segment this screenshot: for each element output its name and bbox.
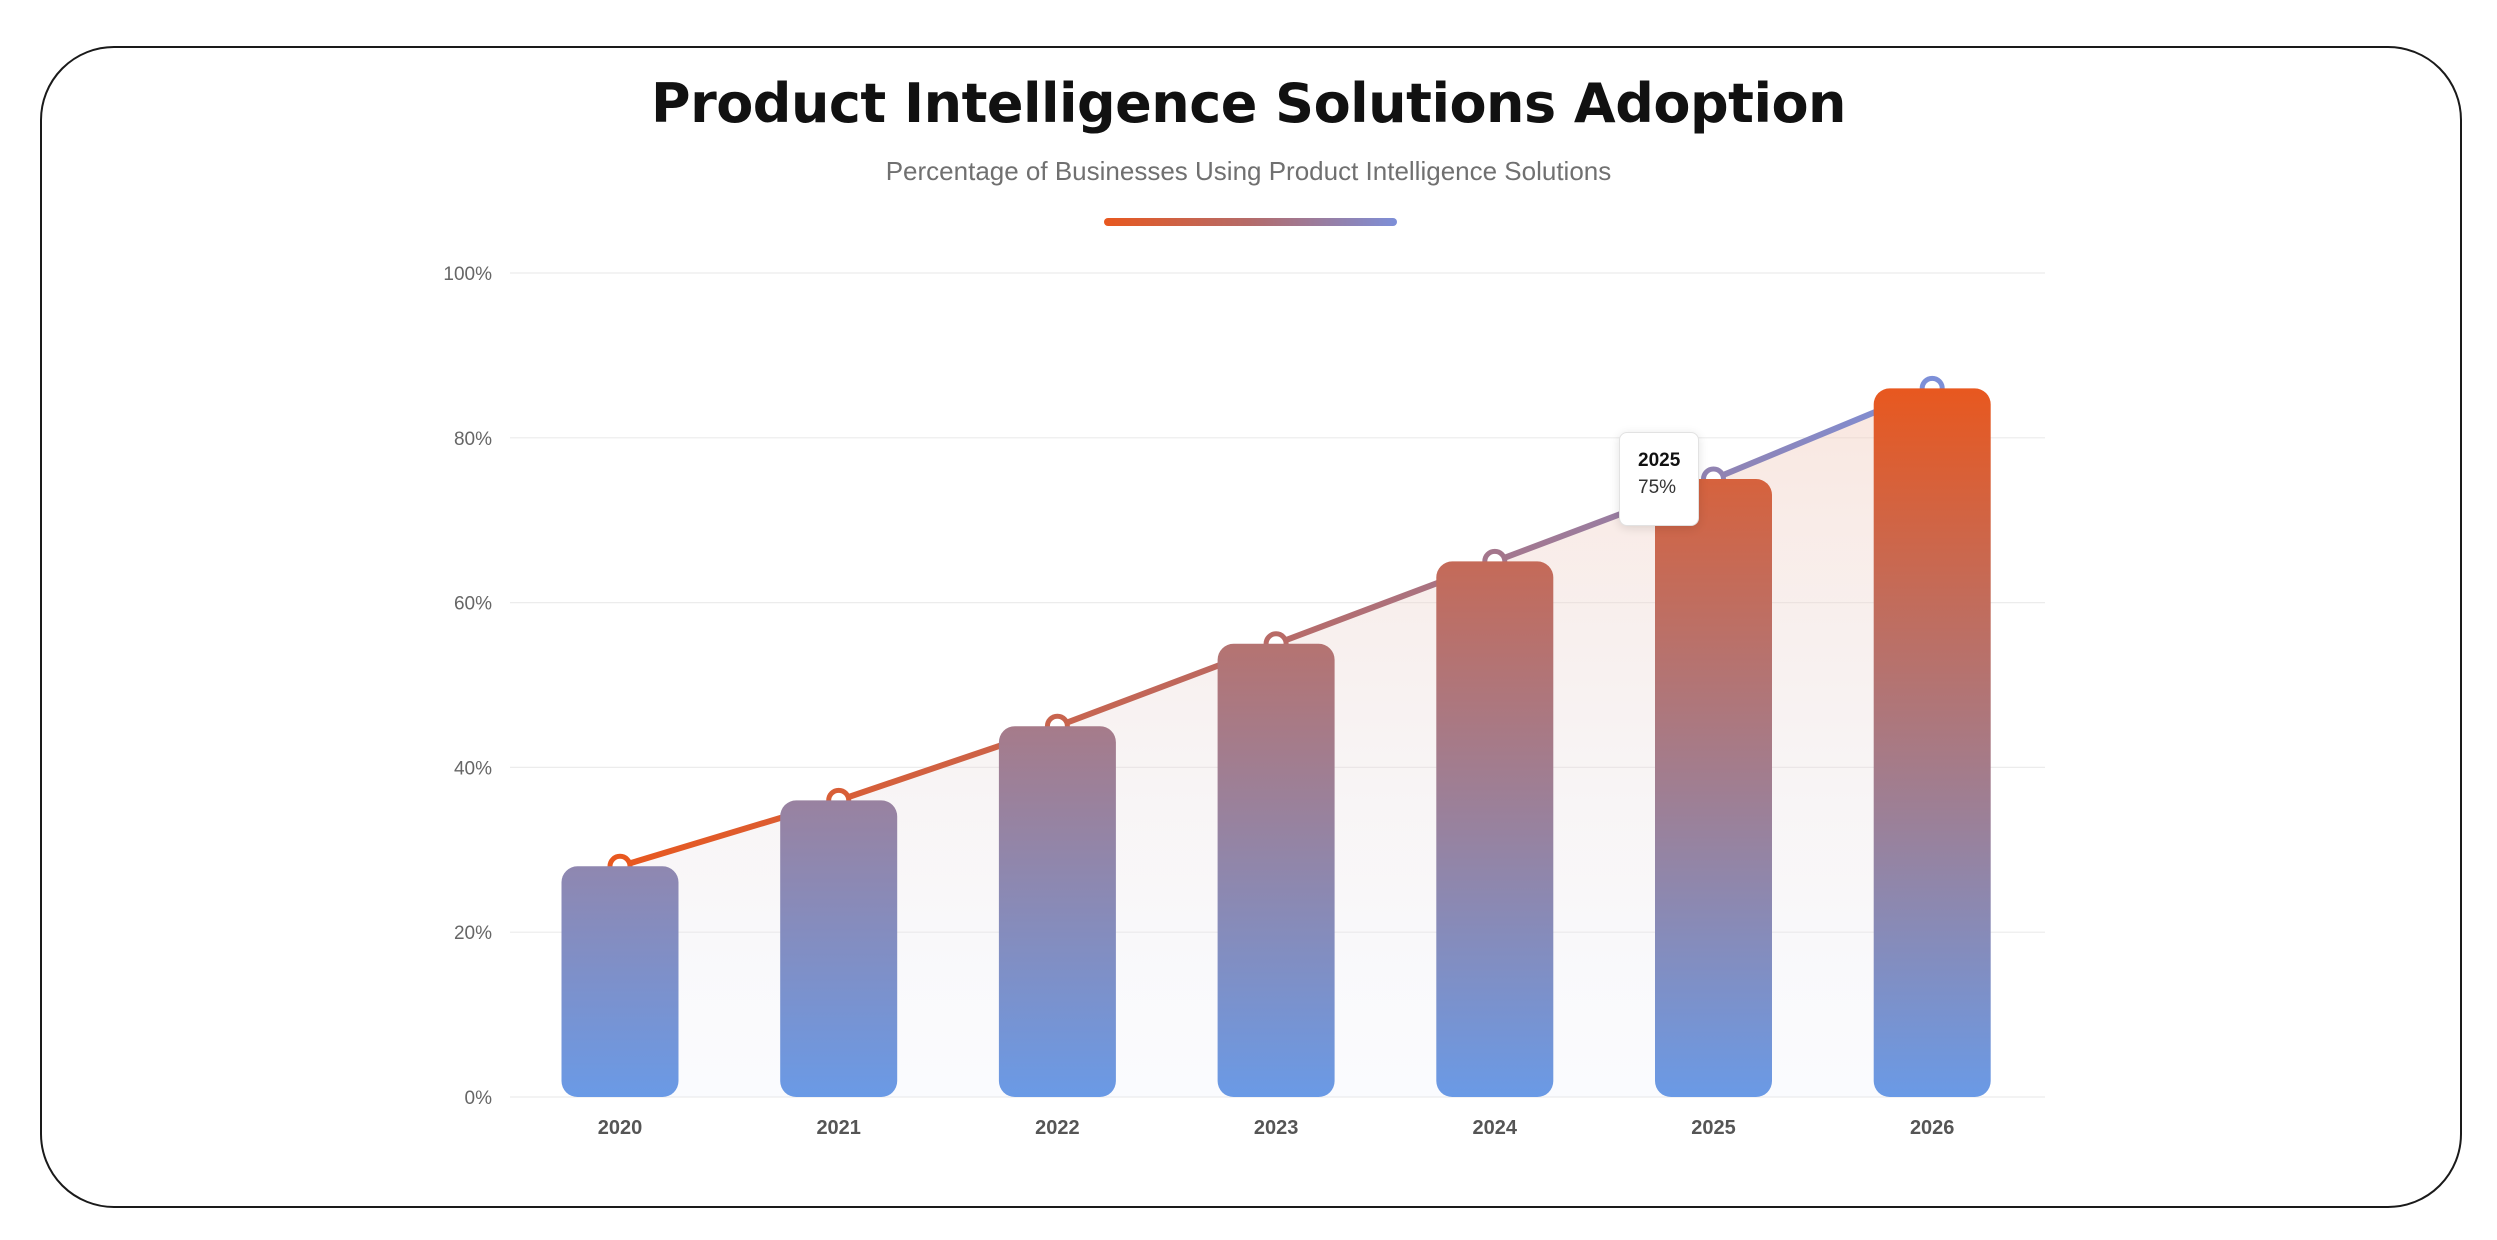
- x-tick-label: 2025: [1691, 1117, 1736, 1139]
- bar-2021[interactable]: [780, 800, 898, 1097]
- x-axis-ticks: 2020 2021 2022 2023 2024 2025 2026: [598, 1117, 1955, 1139]
- bar-2020[interactable]: [561, 866, 679, 1097]
- x-tick-label: 2026: [1910, 1117, 1955, 1139]
- y-tick-label: 0%: [465, 1088, 493, 1109]
- bar-2025[interactable]: [1655, 479, 1772, 1097]
- x-tick-label: 2020: [598, 1117, 643, 1139]
- tooltip-label: 2025: [1638, 450, 1681, 471]
- bar-2022[interactable]: [998, 726, 1116, 1097]
- y-tick-label: 80%: [454, 429, 492, 450]
- y-tick-label: 40%: [454, 758, 492, 779]
- bar-2024[interactable]: [1436, 561, 1554, 1097]
- x-tick-label: 2023: [1254, 1117, 1299, 1139]
- bar-2023[interactable]: [1217, 643, 1335, 1097]
- x-tick-label: 2021: [816, 1117, 861, 1139]
- y-tick-label: 60%: [454, 594, 492, 615]
- y-tick-label: 20%: [454, 923, 492, 944]
- y-axis-ticks: 0% 20% 40% 60% 80% 100%: [443, 264, 492, 1109]
- chart-title: Product Intelligence Solutions Adoption: [651, 72, 1847, 135]
- y-tick-label: 100%: [443, 264, 492, 285]
- bars: [561, 388, 1991, 1097]
- title-accent-divider: [1104, 218, 1397, 226]
- x-tick-label: 2024: [1473, 1117, 1518, 1139]
- tooltip-value: 75%: [1638, 477, 1677, 498]
- bar-2026[interactable]: [1873, 388, 1991, 1097]
- chart-subtitle: Percentage of Businesses Using Product I…: [885, 156, 1612, 186]
- hover-tooltip: 2025 75%: [1619, 432, 1699, 526]
- x-tick-label: 2022: [1035, 1117, 1080, 1139]
